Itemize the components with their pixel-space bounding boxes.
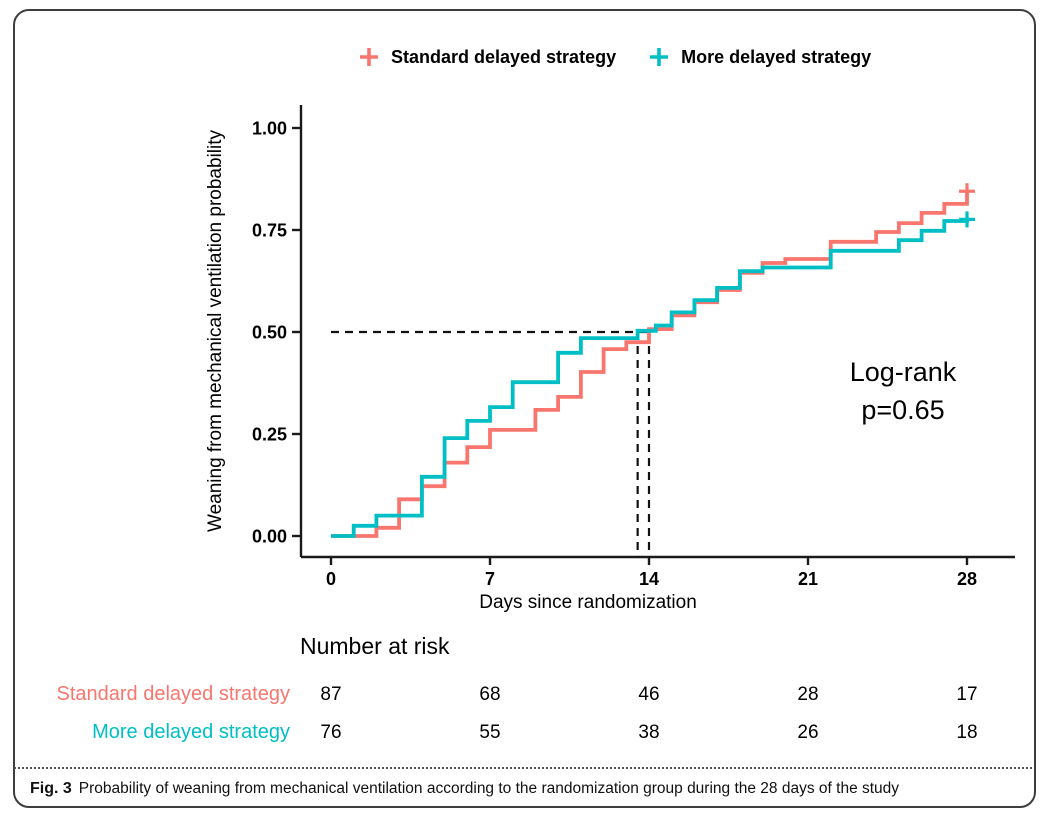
y-tick-label: 1.00 bbox=[252, 119, 287, 139]
y-tick-label: 0.50 bbox=[252, 323, 287, 343]
risk-count: 28 bbox=[797, 684, 819, 705]
legend-item-more-delayed: More delayed strategy bbox=[648, 46, 871, 68]
x-tick-label: 28 bbox=[957, 569, 977, 589]
risk-count: 76 bbox=[320, 722, 342, 743]
caption-divider bbox=[14, 767, 1032, 769]
figure-border bbox=[13, 9, 1036, 808]
y-tick-label: 0.00 bbox=[252, 527, 287, 547]
risk-row-label: More delayed strategy bbox=[92, 721, 290, 743]
risk-row-label: Standard delayed strategy bbox=[56, 683, 291, 705]
more-delayed-strategy-curve bbox=[331, 219, 969, 538]
risk-table-title: Number at risk bbox=[300, 633, 450, 659]
y-tick-label: 0.25 bbox=[252, 425, 287, 445]
plus-icon bbox=[650, 48, 669, 66]
survival-chart: 0.00 0.25 0.50 0.75 1.00 0 7 14 21 28 bbox=[252, 105, 1015, 589]
logrank-line1: Log-rank bbox=[849, 357, 957, 387]
logrank-line2: p=0.65 bbox=[861, 395, 945, 425]
x-tick-label: 21 bbox=[798, 569, 818, 589]
risk-count: 17 bbox=[956, 684, 978, 705]
x-axis-title: Days since randomization bbox=[479, 592, 697, 613]
y-axis-title: Weaning from mechanical ventilation prob… bbox=[205, 129, 226, 533]
figure-caption: Fig. 3 Probability of weaning from mechan… bbox=[30, 780, 899, 798]
x-tick-label: 7 bbox=[485, 569, 495, 589]
legend-label: More delayed strategy bbox=[681, 46, 872, 67]
x-tick-label: 14 bbox=[639, 569, 659, 589]
chart-legend: Standard delayed strategy More delayed s… bbox=[358, 46, 871, 68]
caption-text: Probability of weaning from mechanical v… bbox=[78, 780, 900, 797]
risk-count: 46 bbox=[638, 684, 660, 705]
logrank-annotation: Log-rank p=0.65 bbox=[818, 353, 988, 429]
y-tick-label: 0.75 bbox=[252, 221, 287, 241]
plus-icon bbox=[360, 48, 378, 66]
risk-count: 55 bbox=[479, 722, 501, 743]
caption-label: Fig. 3 bbox=[30, 780, 72, 797]
risk-count: 26 bbox=[797, 722, 819, 743]
risk-count: 68 bbox=[479, 684, 501, 705]
risk-count: 38 bbox=[638, 722, 660, 743]
x-tick-label: 0 bbox=[326, 569, 336, 589]
risk-count: 18 bbox=[956, 722, 978, 743]
risk-count: 87 bbox=[320, 684, 342, 705]
legend-label: Standard delayed strategy bbox=[391, 46, 617, 67]
legend-item-standard-delayed: Standard delayed strategy bbox=[358, 46, 616, 68]
